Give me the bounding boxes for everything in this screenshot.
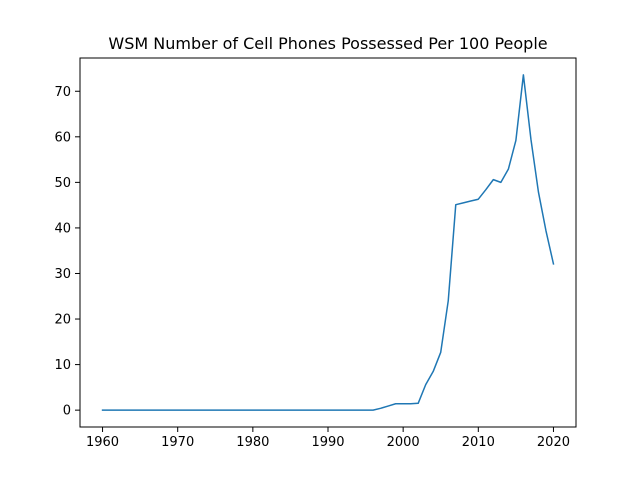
y-tick-label: 70 (54, 85, 71, 100)
x-tick-label: 2020 (537, 435, 570, 450)
y-tick-label: 0 (63, 404, 71, 419)
plot-frame (79, 57, 577, 428)
y-axis: 0 10 20 30 40 50 60 70 (54, 85, 80, 419)
y-tick-label: 40 (54, 221, 71, 236)
y-tick-label: 10 (54, 358, 71, 373)
x-tick-label: 1980 (236, 435, 269, 450)
chart-title: WSM Number of Cell Phones Possessed Per … (108, 34, 547, 53)
x-tick-label: 2010 (462, 435, 495, 450)
x-tick-label: 1960 (86, 435, 119, 450)
x-tick-label: 1990 (311, 435, 344, 450)
x-tick-label: 1970 (161, 435, 194, 450)
series-line (101, 74, 555, 411)
y-tick-label: 20 (54, 313, 71, 328)
x-tick-label: 2000 (387, 435, 420, 450)
series-layer (101, 74, 555, 411)
x-axis: 1960 1970 1980 1990 2000 2010 2020 (86, 427, 570, 450)
y-tick-label: 30 (54, 267, 71, 282)
y-tick-label: 60 (54, 130, 71, 145)
y-tick-label: 50 (54, 176, 71, 191)
